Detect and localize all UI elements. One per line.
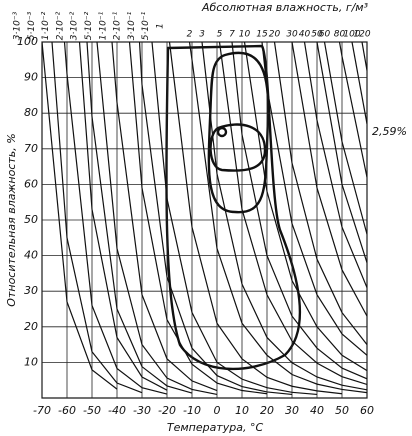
legend-label: 15 [256, 30, 268, 40]
humidity-curve [201, 42, 367, 391]
chart-title: Абсолютная влажность, г/м³ [201, 1, 369, 14]
x-tick-label: 60 [360, 404, 374, 417]
y-tick-label: 50 [24, 213, 38, 226]
humidity-curve [63, 42, 168, 395]
y-tick-label: 100 [17, 35, 38, 48]
legend-label: 3·10⁻² [70, 11, 80, 40]
legend-label: 3 [199, 30, 205, 40]
x-axis-label: Температура, °C [167, 421, 264, 434]
inner-contour [209, 123, 267, 172]
humidity-curve [78, 42, 168, 391]
x-tick-label: 10 [235, 404, 249, 417]
legend-label: 10 [239, 30, 251, 40]
legend-label: 3·10⁻³ [13, 11, 23, 40]
legend-label: 2 [187, 30, 193, 40]
y-tick-label: 90 [24, 71, 38, 84]
humidity-curve [243, 42, 367, 372]
humidity-curve [338, 42, 367, 178]
humidity-curve [231, 42, 367, 380]
x-tick-label: 20 [260, 404, 274, 417]
legend-label: 60 [319, 30, 331, 40]
humidity-curve [291, 42, 367, 317]
curves [42, 42, 367, 396]
humidity-curve [316, 42, 367, 263]
y-tick-label: 70 [24, 142, 38, 155]
x-tick-label: 0 [214, 404, 221, 417]
humidity-curve [86, 42, 193, 394]
probability-contours [165, 44, 302, 371]
legend-label: 1·10⁻² [41, 11, 51, 40]
legend-label: 5 [217, 30, 223, 40]
legend-label: 100 [343, 30, 360, 40]
legend-label: 1 [156, 23, 166, 29]
x-tick-label: -40 [108, 404, 126, 417]
humidity-curve [218, 42, 367, 386]
legend-label: 3·10⁻¹ [127, 11, 137, 40]
y-tick-label: 40 [24, 249, 38, 262]
legend-label: 5·10⁻² [84, 11, 94, 40]
humidity-curve [51, 42, 143, 394]
humidity-curve [42, 42, 118, 390]
legend-label: 5·10⁻³ [27, 11, 37, 40]
legend-label: 2·10⁻¹ [113, 11, 123, 40]
x-tick-label: -70 [33, 404, 51, 417]
humidity-curve [303, 42, 367, 288]
humidity-curve [128, 42, 268, 395]
legend-label: 30 [286, 30, 298, 40]
legend-label: 40 [299, 30, 311, 40]
x-tick-label: 40 [310, 404, 324, 417]
x-tick-label: 30 [285, 404, 299, 417]
legend-label: 2·10⁻² [55, 11, 65, 40]
humidity-curve [351, 42, 367, 124]
humidity-curve [273, 42, 367, 345]
humidity-curve [188, 42, 367, 394]
legend-label: 7 [229, 30, 235, 40]
x-tick-label: -30 [133, 404, 151, 417]
humidity-curve [361, 42, 367, 71]
humidity-curve [323, 42, 367, 235]
humidity-curve [138, 42, 293, 396]
y-tick-label: 10 [24, 355, 38, 368]
x-tick-label: -50 [83, 404, 101, 417]
y-tick-label: 80 [24, 106, 38, 119]
legend-label: 20 [269, 30, 281, 40]
legend-label: 120 [353, 30, 370, 40]
center-mark [216, 126, 228, 138]
legend-label: 80 [334, 30, 346, 40]
humidity-curve [168, 42, 343, 395]
legend-label: 5·10⁻¹ [141, 11, 151, 40]
y-tick-label: 60 [24, 177, 38, 190]
legend-label: 1·10⁻¹ [98, 11, 108, 40]
humidity-curve [151, 42, 318, 396]
x-tick-label: 50 [335, 404, 349, 417]
x-tick-label: -10 [183, 404, 201, 417]
x-tick-label: -60 [58, 404, 76, 417]
humidity-curve [111, 42, 218, 392]
y-tick-label: 20 [24, 320, 38, 333]
legend-label: 50 [311, 30, 323, 40]
annotation: 2,59% [372, 125, 407, 138]
outer-contour [165, 44, 302, 371]
y-axis-label: Относительная влажность, % [5, 133, 18, 306]
humidity-curve [96, 42, 218, 396]
y-tick-label: 30 [24, 284, 38, 297]
x-tick-label: -20 [158, 404, 176, 417]
humidity-curve [261, 42, 367, 356]
